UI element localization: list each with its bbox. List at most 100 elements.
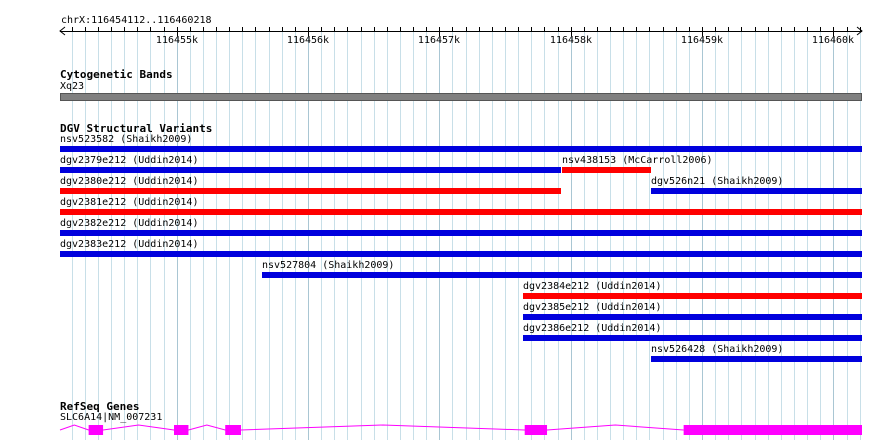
ruler-minor-tick (663, 27, 664, 31)
grid-line (229, 32, 230, 440)
grid-line (623, 32, 624, 440)
grid-line (255, 32, 256, 440)
cytoband-label[interactable]: Xq23 (60, 81, 85, 92)
dgv-feature-bar[interactable] (651, 356, 862, 362)
dgv-feature-bar[interactable] (262, 272, 862, 278)
ruler-minor-tick (676, 27, 677, 31)
ruler-minor-tick (452, 27, 453, 31)
ruler-minor-tick (544, 27, 545, 31)
dgv-feature-label[interactable]: dgv2379e212 (Uddin2014) (60, 155, 199, 166)
ruler-minor-tick (466, 27, 467, 31)
dgv-feature-label[interactable]: dgv2386e212 (Uddin2014) (523, 323, 662, 334)
ruler-minor-tick (584, 27, 585, 31)
dgv-feature-label[interactable]: dgv2385e212 (Uddin2014) (523, 302, 662, 313)
grid-line (702, 32, 703, 440)
dgv-feature-label[interactable]: nsv438153 (McCarroll2006) (562, 155, 713, 166)
gene-exon[interactable] (225, 425, 241, 435)
gene-exon[interactable] (88, 425, 104, 435)
dgv-feature-label[interactable]: nsv527804 (Shaikh2009) (262, 260, 395, 271)
ruler-minor-tick (361, 27, 362, 31)
dgv-feature-label[interactable]: dgv2381e212 (Uddin2014) (60, 197, 199, 208)
grid-line (452, 32, 453, 440)
ruler-major-tick (177, 27, 178, 36)
ruler-minor-tick (426, 27, 427, 31)
dgv-feature-bar[interactable] (60, 146, 862, 152)
ruler-minor-tick (98, 27, 99, 31)
grid-line (98, 32, 99, 440)
grid-line (203, 32, 204, 440)
ruler-minor-tick (755, 27, 756, 31)
dgv-feature-label[interactable]: nsv523582 (Shaikh2009) (60, 134, 193, 145)
cytoband-track-title: Cytogenetic Bands (60, 68, 173, 81)
ruler-minor-tick (741, 27, 742, 31)
ruler-minor-tick (689, 27, 690, 31)
dgv-feature-label[interactable]: dgv526n21 (Shaikh2009) (651, 176, 784, 187)
grid-line (860, 32, 861, 440)
dgv-feature-label[interactable]: dgv2380e212 (Uddin2014) (60, 176, 199, 187)
gene-exon[interactable] (524, 425, 548, 435)
grid-line (124, 32, 125, 440)
ruler-minor-tick (781, 27, 782, 31)
dgv-feature-bar[interactable] (60, 209, 862, 215)
ruler-minor-tick (610, 27, 611, 31)
grid-line (820, 32, 821, 440)
grid-line (137, 32, 138, 440)
dgv-feature-label[interactable]: dgv2384e212 (Uddin2014) (523, 281, 662, 292)
dgv-feature-bar[interactable] (523, 335, 862, 341)
gene-label[interactable]: SLC6A14|NM_007231 (60, 412, 163, 423)
dgv-feature-label[interactable]: nsv526428 (Shaikh2009) (651, 344, 784, 355)
grid-line (426, 32, 427, 440)
grid-line (111, 32, 112, 440)
gene-intron-line (59, 424, 684, 431)
grid-line (807, 32, 808, 440)
ruler-minor-tick (203, 27, 204, 31)
ruler-minor-tick (768, 27, 769, 31)
grid-line (361, 32, 362, 440)
ruler-minor-tick (492, 27, 493, 31)
ruler-line (59, 26, 863, 36)
grid-line (308, 32, 309, 440)
gene-exon[interactable] (174, 425, 189, 435)
dgv-feature-bar[interactable] (523, 293, 862, 299)
dgv-feature-bar[interactable] (60, 251, 862, 257)
dgv-feature-label[interactable]: dgv2383e212 (Uddin2014) (60, 239, 199, 250)
ruler-major-tick (833, 27, 834, 36)
ruler-minor-tick (728, 27, 729, 31)
grid-line (282, 32, 283, 440)
ruler-major-tick (702, 27, 703, 36)
grid-line (558, 32, 559, 440)
ruler-minor-tick (558, 27, 559, 31)
ruler-minor-tick (242, 27, 243, 31)
ruler-minor-tick (807, 27, 808, 31)
ruler-minor-tick (623, 27, 624, 31)
ruler-tick-label: 116455k (155, 35, 199, 46)
dgv-feature-bar[interactable] (651, 188, 862, 194)
ruler-minor-tick (597, 27, 598, 31)
grid-line (728, 32, 729, 440)
dgv-feature-label[interactable]: dgv2382e212 (Uddin2014) (60, 218, 199, 229)
ruler-minor-tick (111, 27, 112, 31)
ruler-minor-tick (216, 27, 217, 31)
ruler-minor-tick (820, 27, 821, 31)
ruler-tick-label: 116460k (811, 35, 855, 46)
grid-line (190, 32, 191, 440)
grid-line (479, 32, 480, 440)
ruler-minor-tick (715, 27, 716, 31)
dgv-feature-bar[interactable] (562, 167, 651, 173)
grid-line (466, 32, 467, 440)
grid-line (571, 32, 572, 440)
ruler-minor-tick (400, 27, 401, 31)
cytoband-bar[interactable] (60, 93, 862, 101)
grid-line (531, 32, 532, 440)
ruler-major-tick (571, 27, 572, 36)
dgv-feature-bar[interactable] (60, 188, 561, 194)
grid-line (413, 32, 414, 440)
gene-exon[interactable] (683, 425, 862, 435)
dgv-feature-bar[interactable] (60, 167, 561, 173)
dgv-feature-bar[interactable] (523, 314, 862, 320)
dgv-feature-bar[interactable] (60, 230, 862, 236)
refseq-track-title: RefSeq Genes (60, 400, 140, 413)
grid-line (295, 32, 296, 440)
